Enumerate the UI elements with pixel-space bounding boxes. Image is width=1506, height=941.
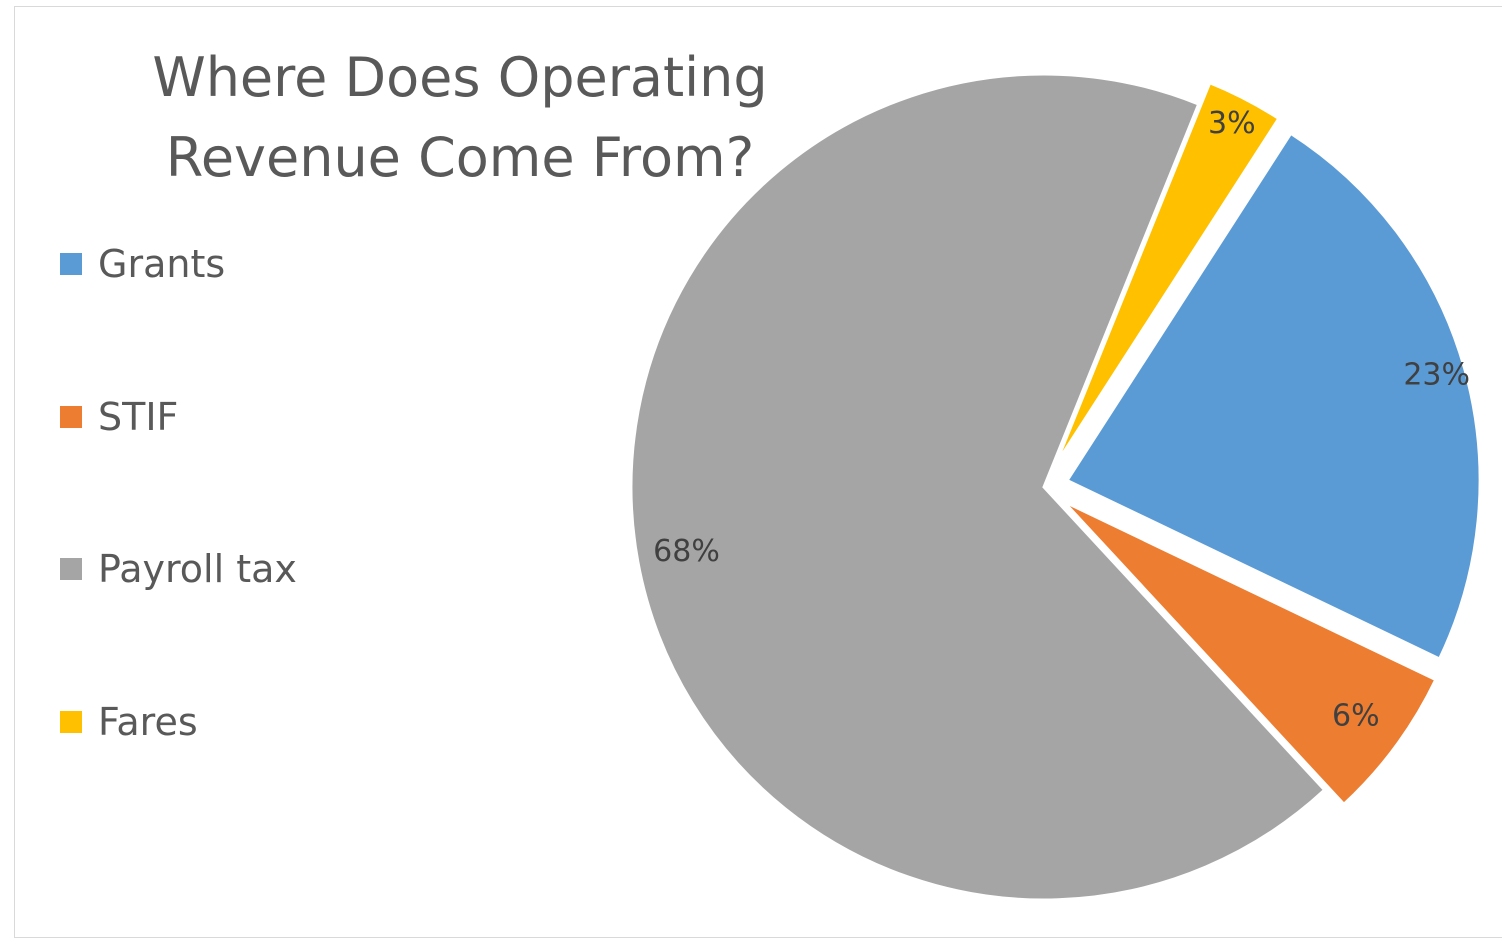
legend-swatch-stif	[60, 406, 82, 428]
legend-item-grants: Grants	[60, 236, 225, 292]
legend-label-grants: Grants	[98, 242, 226, 286]
legend-label-stif: STIF	[98, 395, 179, 439]
legend-item-stif: STIF	[60, 389, 178, 445]
chart-title: Where Does Operating Revenue Come From?	[110, 38, 810, 198]
legend-swatch-grants	[60, 253, 82, 275]
legend-item-fares: Fares	[60, 694, 198, 750]
legend-swatch-payroll-tax	[60, 558, 82, 580]
legend-label-payroll-tax: Payroll tax	[98, 547, 297, 591]
legend-item-payroll-tax: Payroll tax	[60, 541, 297, 597]
legend-label-fares: Fares	[98, 700, 198, 744]
chart-title-text: Where Does Operating Revenue Come From?	[152, 46, 768, 189]
legend-swatch-fares	[60, 711, 82, 733]
